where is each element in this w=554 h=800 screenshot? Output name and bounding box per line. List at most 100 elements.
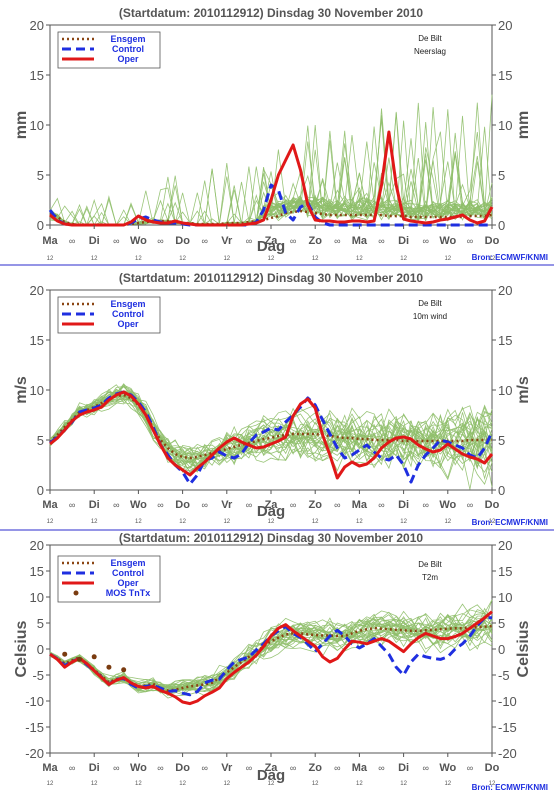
x-day-label: Di	[398, 235, 409, 247]
x-midnight-symbol: ∞	[290, 236, 296, 246]
legend-box	[57, 31, 161, 69]
x-midnight-symbol: ∞	[157, 500, 163, 510]
x-day-label: Ma	[352, 235, 368, 247]
y-tick-label-right: 5	[498, 168, 505, 183]
x-midnight-symbol: ∞	[467, 763, 473, 773]
y-tick-label-right: 15	[498, 68, 512, 83]
mos-point	[121, 667, 127, 673]
x-day-label: Wo	[130, 499, 147, 511]
y-tick-label-right: 20	[498, 538, 512, 553]
legend-box	[57, 296, 161, 334]
x-midnight-symbol: ∞	[290, 500, 296, 510]
y-tick-label-left: 15	[30, 68, 44, 83]
x-hour-label: 12	[268, 781, 275, 787]
chart-panel-1: (Startdatum: 2010112912) Dinsdag 30 Nove…	[13, 6, 548, 262]
x-day-label: Do	[175, 235, 190, 247]
series-line-oper	[49, 390, 494, 480]
y-tick-label-left: 5	[37, 616, 44, 631]
y-axis-label-right: mm	[515, 111, 532, 139]
x-day-label: Di	[89, 235, 100, 247]
y-tick-label-left: 0	[37, 218, 44, 233]
variable-label: Neerslag	[414, 47, 446, 56]
ensemble-members	[49, 383, 493, 490]
x-axis-label: Dag	[257, 503, 285, 520]
x-day-label: Di	[89, 762, 100, 774]
x-midnight-symbol: ∞	[113, 763, 119, 773]
legend-label: Oper	[117, 54, 139, 64]
y-tick-label-left: -15	[25, 720, 44, 735]
ensemble-member-line	[49, 394, 493, 479]
x-day-label: Wo	[439, 235, 456, 247]
x-midnight-symbol: ∞	[69, 500, 75, 510]
x-midnight-symbol: ∞	[69, 236, 75, 246]
ensemble-member-line	[49, 130, 493, 226]
x-midnight-symbol: ∞	[378, 236, 384, 246]
y-tick-label-right: 5	[498, 616, 505, 631]
x-hour-label: 12	[489, 256, 496, 262]
x-midnight-symbol: ∞	[201, 500, 207, 510]
y-tick-label-right: -5	[498, 668, 510, 683]
x-hour-label: 12	[268, 519, 275, 525]
variable-label: T2m	[422, 573, 438, 582]
y-axis-label-left: m/s	[13, 376, 30, 404]
x-hour-label: 12	[47, 519, 54, 525]
x-day-label: Di	[89, 499, 100, 511]
x-day-label: Za	[265, 499, 279, 511]
legend-label: Ensgem	[110, 299, 145, 309]
x-hour-label: 12	[223, 519, 230, 525]
ensemble-member-line	[49, 393, 493, 473]
x-day-label: Ma	[42, 235, 58, 247]
y-tick-label-left: 20	[30, 538, 44, 553]
mos-point	[106, 664, 112, 670]
y-tick-label-left: 0	[37, 483, 44, 498]
x-day-label: Za	[265, 235, 279, 247]
y-tick-label-left: 20	[30, 283, 44, 298]
x-midnight-symbol: ∞	[69, 763, 75, 773]
location-label: De Bilt	[418, 299, 442, 308]
x-midnight-symbol: ∞	[422, 236, 428, 246]
x-midnight-symbol: ∞	[113, 236, 119, 246]
y-tick-label-right: 0	[498, 218, 505, 233]
ensemble-member-line	[49, 391, 493, 485]
x-hour-label: 12	[223, 781, 230, 787]
mos-point	[62, 651, 68, 657]
x-hour-label: 12	[91, 519, 98, 525]
x-midnight-symbol: ∞	[378, 763, 384, 773]
y-tick-label-right: -20	[498, 746, 517, 761]
x-midnight-symbol: ∞	[334, 500, 340, 510]
chart-title: (Startdatum: 2010112912) Dinsdag 30 Nove…	[119, 271, 423, 285]
x-hour-label: 12	[312, 781, 319, 787]
y-tick-label-left: -5	[32, 668, 44, 683]
y-tick-label-left: 0	[37, 642, 44, 657]
x-day-label: Do	[175, 762, 190, 774]
x-day-label: Ma	[352, 762, 368, 774]
legend-label: Control	[112, 309, 144, 319]
y-tick-label-left: 10	[30, 383, 44, 398]
x-hour-label: 12	[47, 256, 54, 262]
x-hour-label: 12	[179, 781, 186, 787]
y-tick-label-right: 15	[498, 564, 512, 579]
x-day-label: Vr	[221, 762, 233, 774]
x-day-label: Ma	[352, 499, 368, 511]
x-day-label: Vr	[221, 235, 233, 247]
series-line-oper	[49, 130, 494, 227]
x-day-label: Ma	[42, 499, 58, 511]
x-midnight-symbol: ∞	[467, 500, 473, 510]
x-midnight-symbol: ∞	[201, 763, 207, 773]
x-midnight-symbol: ∞	[290, 763, 296, 773]
y-tick-label-left: 5	[37, 168, 44, 183]
x-midnight-symbol: ∞	[334, 763, 340, 773]
x-day-label: Do	[485, 499, 500, 511]
x-day-label: Zo	[308, 762, 322, 774]
x-axis-label: Dag	[257, 767, 285, 784]
x-day-label: Wo	[130, 235, 147, 247]
x-hour-label: 12	[356, 256, 363, 262]
x-hour-label: 12	[268, 256, 275, 262]
x-day-label: Do	[485, 762, 500, 774]
y-axis-label-left: Celsius	[13, 620, 30, 677]
x-midnight-symbol: ∞	[157, 763, 163, 773]
legend-label: Ensgem	[110, 34, 145, 44]
x-hour-label: 12	[91, 256, 98, 262]
